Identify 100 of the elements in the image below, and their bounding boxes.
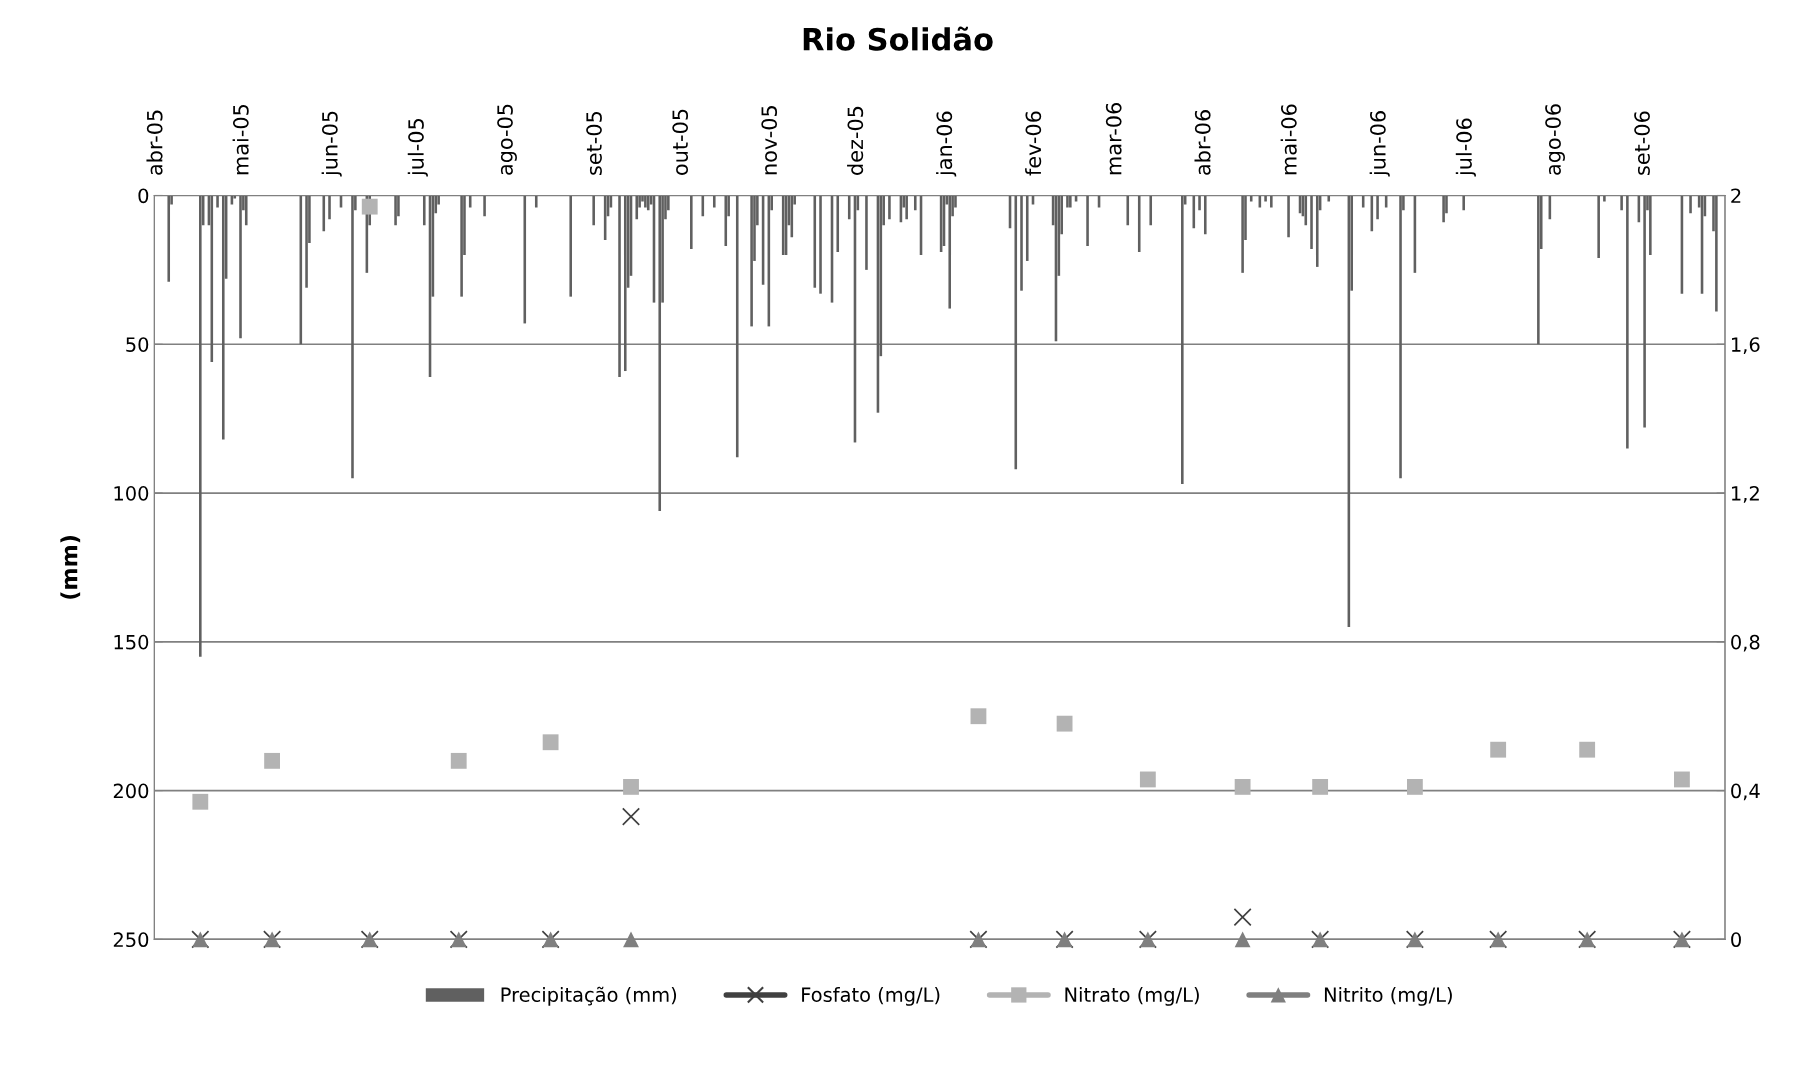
- bar: [1249, 195, 1253, 202]
- y2-tick-label: 0,8: [1731, 634, 1760, 652]
- y-axis-title: (mm): [60, 536, 81, 599]
- x-tick-label: set-05: [586, 111, 602, 175]
- x-tick-label: jun-06: [1369, 111, 1390, 177]
- y2-tick-label: 1,6: [1731, 337, 1760, 354]
- y-tick-label: 150: [114, 634, 149, 650]
- bar: [724, 195, 728, 247]
- point: [361, 198, 378, 215]
- x-tick-label: dez-05: [847, 106, 864, 175]
- x-tick-label: mai-06: [1280, 104, 1297, 175]
- bar: [1537, 195, 1540, 345]
- x-tick-label: jun-05: [321, 111, 342, 177]
- bar: [239, 195, 242, 339]
- bar: [1126, 195, 1130, 226]
- point: [1579, 741, 1596, 758]
- point: [1233, 908, 1252, 927]
- point: [1406, 778, 1423, 795]
- point: [970, 708, 987, 725]
- y2-tick-label: 0: [1731, 932, 1741, 948]
- bar: [847, 195, 851, 220]
- x-tick-label: set-06: [1634, 111, 1650, 175]
- bar: [819, 195, 822, 294]
- bar: [1643, 195, 1646, 428]
- point: [264, 752, 281, 769]
- bar: [644, 195, 647, 208]
- bar: [1327, 195, 1331, 202]
- bar: [913, 195, 917, 211]
- x-tick-label: fev-06: [1025, 111, 1042, 176]
- bar: [1399, 195, 1402, 479]
- bar: [1620, 195, 1623, 211]
- bar: [690, 195, 693, 250]
- point: [623, 931, 639, 948]
- bar: [592, 195, 595, 226]
- bar: [1315, 195, 1319, 267]
- x-tick-label: abr-05: [146, 110, 163, 175]
- y-tick-label: 250: [113, 932, 149, 948]
- bar: [1689, 195, 1692, 214]
- bar: [534, 195, 538, 208]
- point: [1490, 741, 1507, 758]
- bar: [623, 195, 627, 372]
- bar: [1462, 195, 1465, 211]
- bar: [422, 195, 426, 226]
- y-tick-label: 100: [114, 486, 149, 501]
- bar: [460, 195, 463, 297]
- bar: [1181, 195, 1184, 485]
- bar: [1287, 195, 1290, 238]
- bar: [483, 195, 486, 217]
- bar: [948, 195, 952, 309]
- bar: [1014, 195, 1018, 470]
- bar: [1715, 195, 1718, 312]
- bar: [569, 195, 573, 297]
- y-tick-label: 200: [113, 783, 149, 799]
- chart-title: Rio Solidão: [803, 26, 993, 51]
- point: [450, 752, 467, 769]
- bar: [1264, 195, 1267, 202]
- bar: [1149, 195, 1153, 226]
- bar: [646, 195, 650, 211]
- bar: [658, 195, 662, 511]
- x-tick-label: mai-05: [232, 104, 249, 175]
- bar: [351, 195, 354, 479]
- y2-tick-label: 1,2: [1731, 486, 1759, 503]
- x-tick-label: abr-06: [1194, 110, 1211, 175]
- bar: [1603, 195, 1606, 202]
- bar: [1203, 195, 1207, 235]
- y2-tick-label: 0,4: [1731, 783, 1760, 801]
- bar: [199, 195, 202, 657]
- point: [1056, 715, 1073, 732]
- bar: [865, 195, 868, 270]
- bar: [1241, 195, 1244, 273]
- x-tick-label: jul-06: [1455, 118, 1476, 177]
- point: [1234, 778, 1251, 795]
- bar: [1086, 195, 1089, 247]
- bar: [836, 195, 840, 253]
- bar: [1020, 195, 1023, 291]
- point: [1312, 778, 1329, 795]
- bar: [1137, 195, 1141, 253]
- bar: [328, 195, 331, 220]
- bar: [322, 195, 326, 232]
- point: [542, 734, 559, 751]
- bar: [1025, 195, 1029, 261]
- bar: [468, 195, 472, 208]
- x-tick-label: ago-06: [1545, 104, 1565, 175]
- x-tick-label: mar-06: [1105, 103, 1122, 175]
- point: [1674, 771, 1690, 788]
- bar: [1304, 195, 1308, 226]
- bar: [1310, 195, 1313, 250]
- point: [192, 793, 209, 810]
- bar: [905, 195, 908, 220]
- bar: [221, 195, 225, 440]
- bar: [1442, 195, 1445, 223]
- bar: [216, 195, 219, 208]
- bar: [888, 195, 891, 220]
- bar: [394, 195, 397, 226]
- bar: [1270, 195, 1273, 208]
- bar: [813, 195, 817, 288]
- legend-label: Fosfato (mg/L): [802, 986, 940, 1006]
- bar: [1198, 195, 1201, 211]
- bar: [618, 195, 621, 377]
- bar: [1597, 195, 1600, 258]
